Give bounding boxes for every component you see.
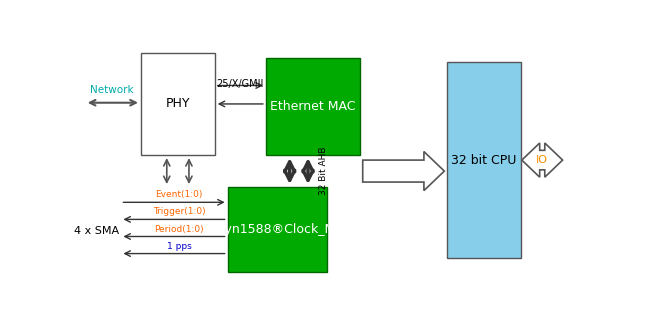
Text: Ethernet MAC: Ethernet MAC [270,100,356,113]
Text: IO: IO [536,155,548,165]
Text: 1 pps: 1 pps [166,242,191,251]
Bar [141,53,215,155]
Text: Event(1:0): Event(1:0) [155,191,203,199]
Text: 25/X/GMII: 25/X/GMII [216,79,264,89]
Bar [266,58,360,155]
Bar [447,62,521,258]
Text: 4 x SMA: 4 x SMA [74,226,119,236]
Polygon shape [363,152,444,191]
Bar [228,187,327,272]
Text: PHY: PHY [166,97,190,110]
Text: Trigger(1:0): Trigger(1:0) [153,207,205,217]
Polygon shape [522,143,563,177]
Text: 32 Bit AHB: 32 Bit AHB [319,147,328,195]
Text: 32 bit CPU: 32 bit CPU [451,153,517,167]
Text: syn1588®Clock_M: syn1588®Clock_M [218,223,336,236]
Text: Network: Network [90,85,134,95]
Text: Period(1:0): Period(1:0) [155,224,204,234]
